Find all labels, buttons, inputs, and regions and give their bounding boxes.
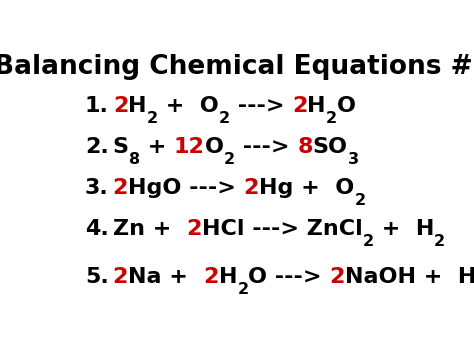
Text: 2: 2 xyxy=(434,234,446,249)
Text: HCl ---> ZnCl: HCl ---> ZnCl xyxy=(202,219,363,239)
Text: 8: 8 xyxy=(129,152,140,167)
Text: +: + xyxy=(158,96,192,116)
Text: 2: 2 xyxy=(237,282,248,296)
Text: 2: 2 xyxy=(187,219,202,239)
Text: 4.: 4. xyxy=(85,219,109,239)
Text: 2: 2 xyxy=(363,234,374,249)
Text: 2: 2 xyxy=(203,267,219,287)
Text: 1.: 1. xyxy=(85,96,109,116)
Text: 2: 2 xyxy=(292,96,308,116)
Text: --->: ---> xyxy=(230,96,292,116)
Text: 2: 2 xyxy=(147,111,158,126)
Text: 2: 2 xyxy=(219,111,230,126)
Text: H: H xyxy=(308,96,326,116)
Text: +: + xyxy=(140,137,174,157)
Text: 2: 2 xyxy=(355,193,365,208)
Text: --->: ---> xyxy=(235,137,297,157)
Text: HgO --->: HgO ---> xyxy=(128,178,244,198)
Text: O --->: O ---> xyxy=(248,267,330,287)
Text: 2: 2 xyxy=(224,152,235,167)
Text: 2: 2 xyxy=(113,267,128,287)
Text: Zn +: Zn + xyxy=(113,219,187,239)
Text: 2.: 2. xyxy=(85,137,109,157)
Text: 8: 8 xyxy=(297,137,313,157)
Text: 3: 3 xyxy=(348,152,359,167)
Text: 2: 2 xyxy=(330,267,345,287)
Text: O: O xyxy=(192,96,219,116)
Text: 2: 2 xyxy=(113,178,128,198)
Text: O: O xyxy=(205,137,224,157)
Text: 12: 12 xyxy=(174,137,205,157)
Text: +  H: + H xyxy=(374,219,434,239)
Text: H: H xyxy=(219,267,237,287)
Text: 5.: 5. xyxy=(85,267,109,287)
Text: 2: 2 xyxy=(244,178,259,198)
Text: SO: SO xyxy=(313,137,348,157)
Text: H: H xyxy=(128,96,147,116)
Text: S: S xyxy=(113,137,129,157)
Text: NaOH +  H: NaOH + H xyxy=(345,267,474,287)
Text: 2: 2 xyxy=(113,96,128,116)
Text: O: O xyxy=(337,96,356,116)
Text: Balancing Chemical Equations #2: Balancing Chemical Equations #2 xyxy=(0,54,474,80)
Text: Hg +  O: Hg + O xyxy=(259,178,355,198)
Text: 2: 2 xyxy=(326,111,337,126)
Text: 3.: 3. xyxy=(85,178,109,198)
Text: Na +: Na + xyxy=(128,267,203,287)
